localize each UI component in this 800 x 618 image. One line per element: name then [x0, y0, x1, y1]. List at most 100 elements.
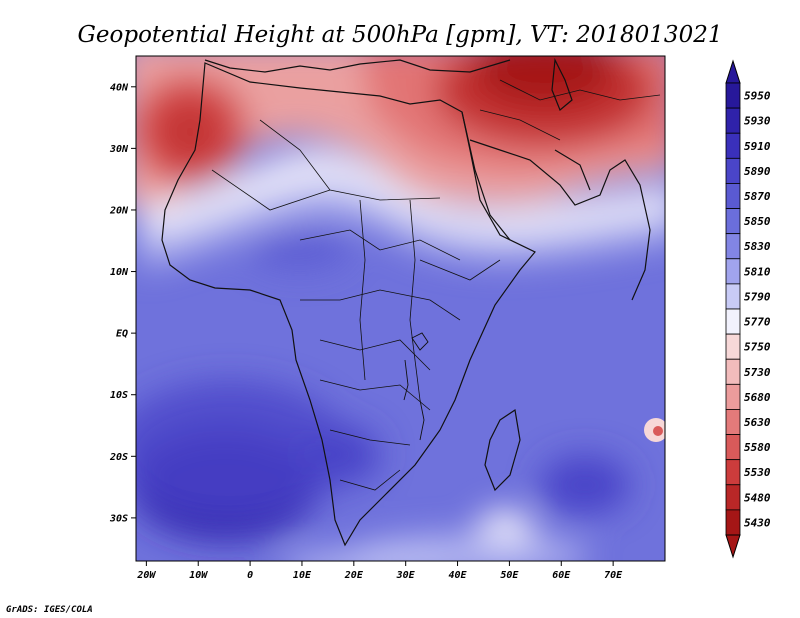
colorbar-swatch: [725, 233, 741, 260]
colorbar-label: 5830: [744, 240, 771, 253]
x-tick-label: 10E: [293, 570, 312, 581]
colorbar-label: 5750: [744, 341, 771, 354]
border-vertical-2: [409, 199, 421, 401]
x-tick-label: 30E: [396, 570, 416, 581]
colorbar-swatch: [725, 283, 741, 310]
colorbar-label: 5930: [744, 115, 771, 128]
y-tick-label: 30N: [109, 144, 129, 155]
x-tick-label: 70E: [604, 570, 623, 581]
y-tick-label: 10N: [110, 267, 129, 278]
colorbar-swatch: [725, 484, 741, 511]
x-tick-label: 20W: [136, 570, 156, 581]
coastlines: [161, 57, 651, 547]
y-tick-label: 30S: [109, 513, 128, 524]
colorbar-bottom-arrow: [725, 534, 741, 559]
border-south-2: [329, 429, 411, 446]
chart-title: Geopotential Height at 500hPa [gpm], VT:…: [78, 22, 723, 48]
middle-east-core: [475, 56, 615, 105]
colorbar-label: 5480: [744, 491, 771, 504]
plot-frame: [135, 55, 666, 562]
colorbar: 5950 5930 5910 5890 5870 5850 5830 5810 5790 5770…: [725, 59, 771, 559]
iberia-core: [160, 104, 220, 160]
colorbar-label: 5730: [744, 366, 771, 379]
arabia-coast: [469, 139, 651, 301]
caspian: [551, 57, 573, 111]
red-sea: [461, 111, 511, 241]
colorbar-swatch: [725, 308, 741, 335]
border-mideast-2: [499, 79, 661, 101]
colorbar-label: 5680: [744, 391, 771, 404]
y-tick-label: 20N: [109, 205, 129, 216]
y-tick-label: 20S: [109, 452, 128, 463]
border-central-1: [299, 229, 461, 261]
x-tick-label: 50E: [500, 570, 519, 581]
x-axis: 20W 10W 0 10E 20E 30E 40E 50E 60E 70E: [136, 561, 623, 581]
x-tick-label: 40E: [449, 570, 468, 581]
borders: [211, 79, 661, 491]
colorbar-label: 5910: [744, 140, 771, 153]
border-central-2: [300, 289, 461, 321]
colorbar-swatch: [725, 358, 741, 385]
africa-coastline: [161, 62, 536, 547]
height-field: [136, 56, 665, 561]
lakes: [403, 332, 429, 441]
colorbar-label: 5580: [744, 441, 771, 454]
colorbar-label: 5630: [744, 416, 771, 429]
colorbar-label: 5530: [744, 466, 771, 479]
x-tick-label: 20E: [344, 570, 364, 581]
colorbar-label: 5850: [744, 215, 771, 228]
colorbar-label: 5890: [744, 165, 771, 178]
colorbar-swatch: [725, 383, 741, 410]
y-tick-label: 40N: [110, 82, 129, 93]
colorbar-swatch: [725, 157, 741, 184]
lake-tanganyika: [403, 359, 409, 401]
lake-victoria: [411, 332, 429, 351]
southern-ocean-lightband: [350, 533, 590, 561]
y-tick-label: EQ: [116, 329, 128, 340]
persian-gulf: [554, 149, 591, 191]
colorbar-swatch: [725, 132, 741, 159]
border-sahara-mid: [259, 119, 441, 201]
colorbar-label: 5790: [744, 290, 771, 303]
colorbar-swatch: [725, 333, 741, 360]
south-atlantic-outer: [136, 380, 350, 520]
colorbar-top-arrow: [725, 59, 741, 84]
mediterranean-north: [204, 59, 511, 73]
colorbar-swatch: [725, 409, 741, 435]
border-central-3: [319, 339, 431, 371]
border-south-3: [339, 469, 401, 491]
colorbar-swatch: [725, 434, 741, 461]
colorbar-label: 5950: [744, 90, 771, 103]
colorbar-swatch: [725, 183, 741, 209]
border-vertical-1: [359, 199, 366, 381]
indian-ocean-cyclone-core: [653, 426, 663, 436]
plot-area: [136, 56, 665, 561]
border-mideast-1: [479, 109, 561, 141]
x-tick-label: 0: [247, 570, 253, 581]
colorbar-swatch: [725, 107, 741, 134]
west-sahel-high: [250, 230, 350, 270]
cape-band: [285, 553, 455, 561]
madagascar: [484, 408, 521, 492]
colorbar-label: 5870: [744, 190, 771, 203]
y-tick-label: 10S: [110, 390, 128, 401]
colorbar-swatch: [725, 82, 741, 109]
lake-malawi: [419, 399, 425, 441]
colorbar-swatch: [725, 509, 741, 536]
mozambique-high: [300, 425, 380, 485]
colorbar-label: 5430: [744, 516, 771, 529]
colorbar-swatch: [725, 459, 741, 486]
x-tick-label: 10W: [189, 570, 208, 581]
colorbar-swatch: [725, 208, 741, 235]
colorbar-swatch: [725, 258, 741, 285]
transition-white-band: [140, 149, 665, 240]
colorbar-label: 5770: [744, 316, 771, 329]
border-sahara-west: [211, 169, 331, 211]
border-south-1: [319, 379, 431, 411]
colorbar-label: 5810: [744, 265, 771, 278]
y-axis: 40N 30N 20N 10N EQ 10S 20S 30S: [109, 82, 136, 524]
border-east-1: [419, 259, 501, 281]
grads-credit: GrADS: IGES/COLA: [6, 605, 93, 615]
x-tick-label: 60E: [552, 570, 571, 581]
